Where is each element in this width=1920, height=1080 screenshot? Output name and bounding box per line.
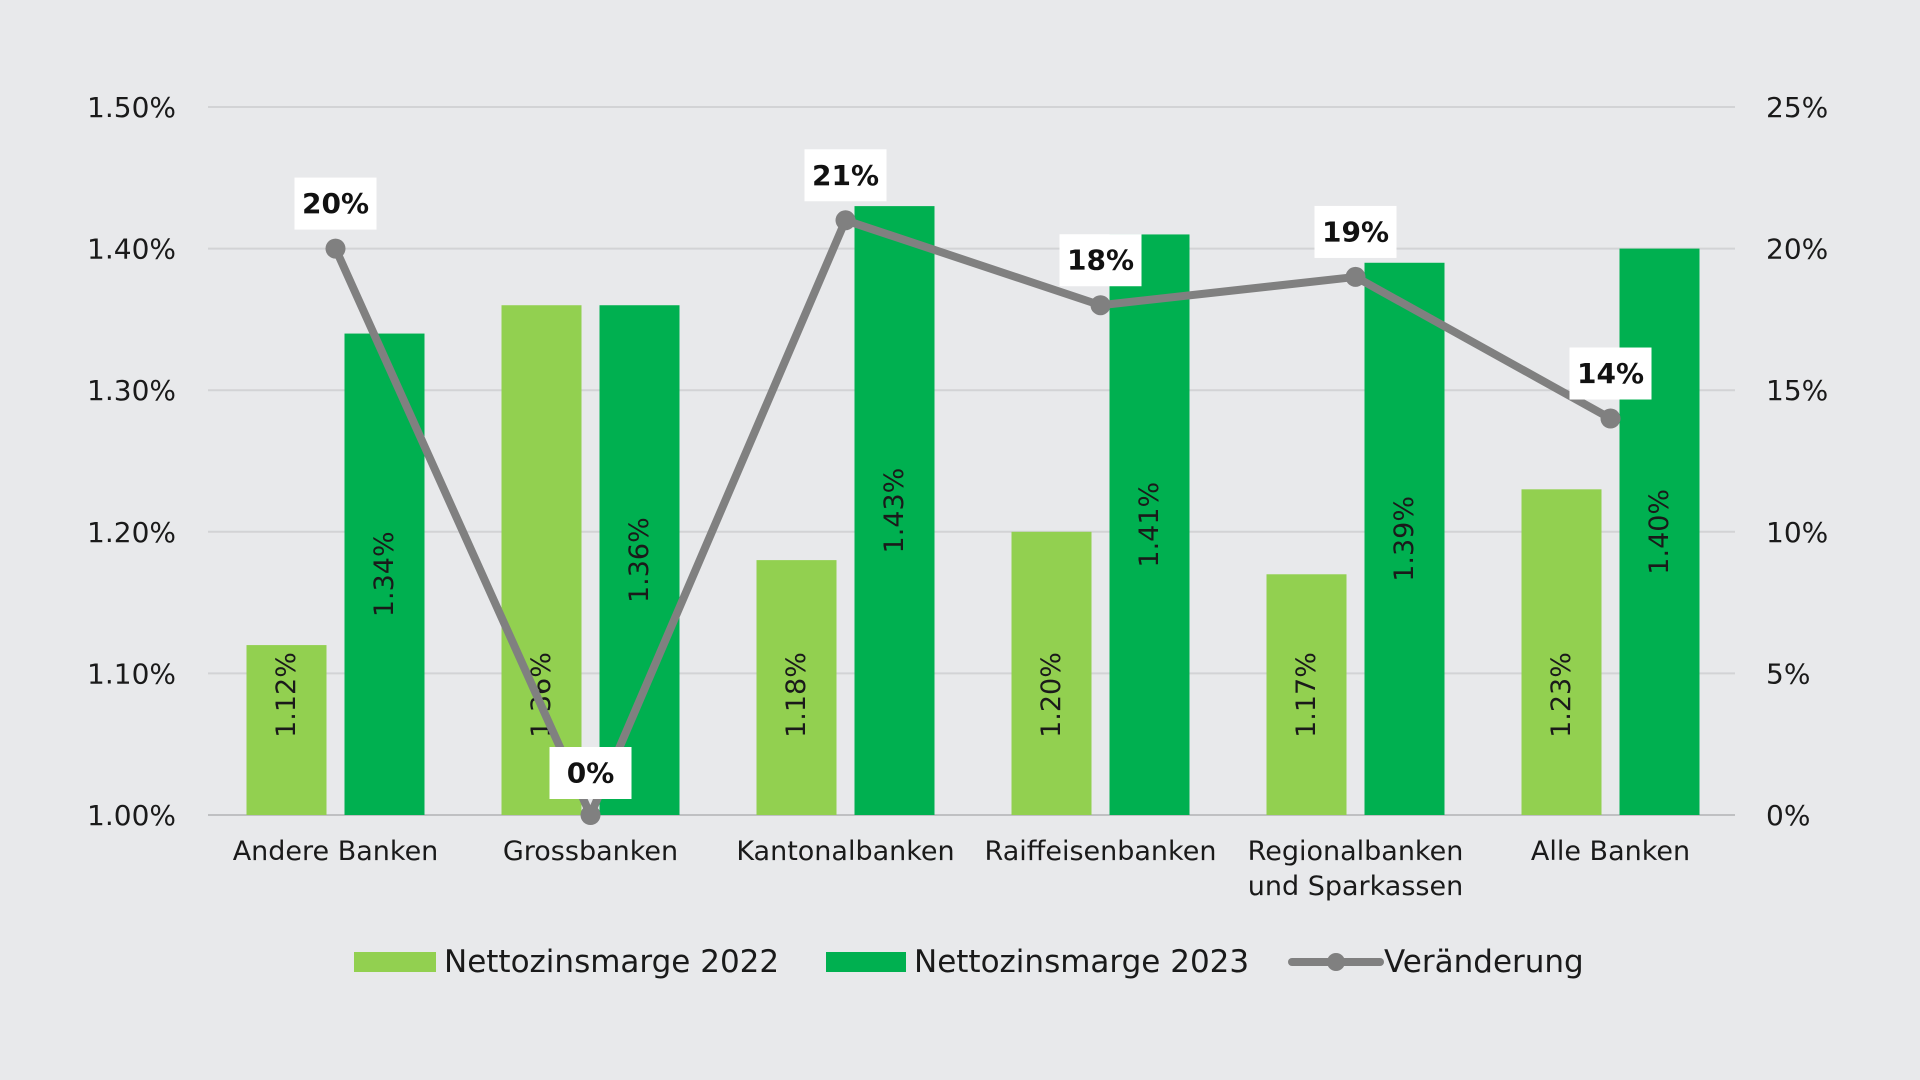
bar-label-2022-5: 1.23% <box>1546 652 1577 738</box>
category-label-0: Andere Banken <box>233 836 439 867</box>
left-tick-label-2: 1.20% <box>87 516 176 549</box>
bar-label-2023-4: 1.39% <box>1389 496 1420 582</box>
bar-label-2022-0: 1.12% <box>271 652 302 738</box>
bar-2023-5 <box>1619 248 1700 816</box>
bar-2023-1 <box>599 305 680 815</box>
category-label-1: Grossbanken <box>503 836 678 867</box>
category-label-4-line-0: Regionalbanken <box>1248 836 1464 867</box>
category-label-2: Kantonalbanken <box>736 836 954 867</box>
change-label-box-1 <box>549 747 632 799</box>
legend-label-2022: Nettozinsmarge 2022 <box>444 944 779 980</box>
change-labels: 20% 0% 21% 18% 19% 14% <box>294 149 1652 799</box>
change-line <box>325 210 1621 825</box>
left-tick-label-5: 1.50% <box>87 91 176 124</box>
change-point-4 <box>1345 266 1366 287</box>
change-point-0 <box>325 238 346 259</box>
right-tick-label-2: 10% <box>1766 516 1828 549</box>
bar-label-2022-3: 1.20% <box>1036 652 1067 738</box>
legend-label-2023: Nettozinsmarge 2023 <box>914 944 1249 980</box>
right-tick-label-0: 0% <box>1766 799 1810 832</box>
bar-2022-0 <box>246 645 327 815</box>
change-point-3 <box>1090 295 1111 316</box>
x-axis: Andere Banken Grossbanken Kantonalbanken Ra… <box>233 836 1690 902</box>
legend-swatch-2023 <box>826 952 906 972</box>
change-point-5 <box>1600 408 1621 429</box>
left-tick-label-0: 1.00% <box>87 799 176 832</box>
change-label-box-3 <box>1059 234 1142 287</box>
bar-label-2023-0: 1.34% <box>369 531 400 617</box>
change-label-5: 14% <box>1577 357 1644 390</box>
bar-label-2023-1: 1.36% <box>624 517 655 603</box>
bar-2023-3 <box>1109 234 1190 815</box>
change-label-2: 21% <box>812 159 879 192</box>
bar-label-2023-5: 1.40% <box>1644 489 1675 575</box>
left-tick-label-4: 1.40% <box>87 233 176 266</box>
bar-2022-3 <box>1011 531 1092 815</box>
legend: Nettozinsmarge 2022 Nettozinsmarge 2023 … <box>354 944 1584 980</box>
change-label-box-2 <box>804 149 887 202</box>
bar-2022-1 <box>501 305 582 815</box>
bars <box>246 206 1700 816</box>
right-tick-label-3: 15% <box>1766 374 1828 407</box>
right-tick-label-5: 25% <box>1766 91 1828 124</box>
change-label-box-5 <box>1569 347 1652 400</box>
category-label-5: Alle Banken <box>1531 836 1690 867</box>
change-polyline <box>331 216 1615 819</box>
legend-label-change: Veränderung <box>1384 944 1584 980</box>
bar-label-2022-2: 1.18% <box>781 652 812 738</box>
change-label-4: 19% <box>1322 215 1389 248</box>
bar-2022-2 <box>756 560 837 815</box>
legend-swatch-2022 <box>354 952 436 972</box>
category-label-4-line-1: und Sparkassen <box>1248 871 1463 902</box>
bar-2023-4 <box>1364 262 1445 815</box>
change-label-3: 18% <box>1067 244 1134 277</box>
category-label-3: Raiffeisenbanken <box>985 836 1217 867</box>
right-tick-label-4: 20% <box>1766 233 1828 266</box>
gridlines <box>208 106 1735 816</box>
legend-line-marker <box>1327 953 1345 971</box>
bar-label-2023-3: 1.41% <box>1134 482 1165 568</box>
bar-2022-4 <box>1266 574 1347 815</box>
change-label-1: 0% <box>567 757 615 790</box>
right-y-axis: 0% 5% 10% 15% 20% 25% <box>1766 91 1828 832</box>
bar-2022-5 <box>1521 489 1602 815</box>
bar-label-2022-4: 1.17% <box>1291 652 1322 738</box>
change-point-2 <box>835 210 856 231</box>
change-label-box-0 <box>294 177 377 230</box>
bar-2023-2 <box>854 206 935 815</box>
left-tick-label-3: 1.30% <box>87 374 176 407</box>
left-y-axis: 1.00% 1.10% 1.20% 1.30% 1.40% 1.50% <box>87 91 176 832</box>
change-label-0: 20% <box>302 187 369 220</box>
change-point-1 <box>580 805 601 825</box>
right-tick-label-1: 5% <box>1766 657 1810 690</box>
change-label-box-4 <box>1314 205 1397 258</box>
left-tick-label-1: 1.10% <box>87 657 176 690</box>
bar-label-2023-2: 1.43% <box>879 468 910 554</box>
bar-labels: 1.12% 1.36% 1.18% 1.20% 1.17% 1.23%1.34% 1.36%… <box>271 468 1675 738</box>
